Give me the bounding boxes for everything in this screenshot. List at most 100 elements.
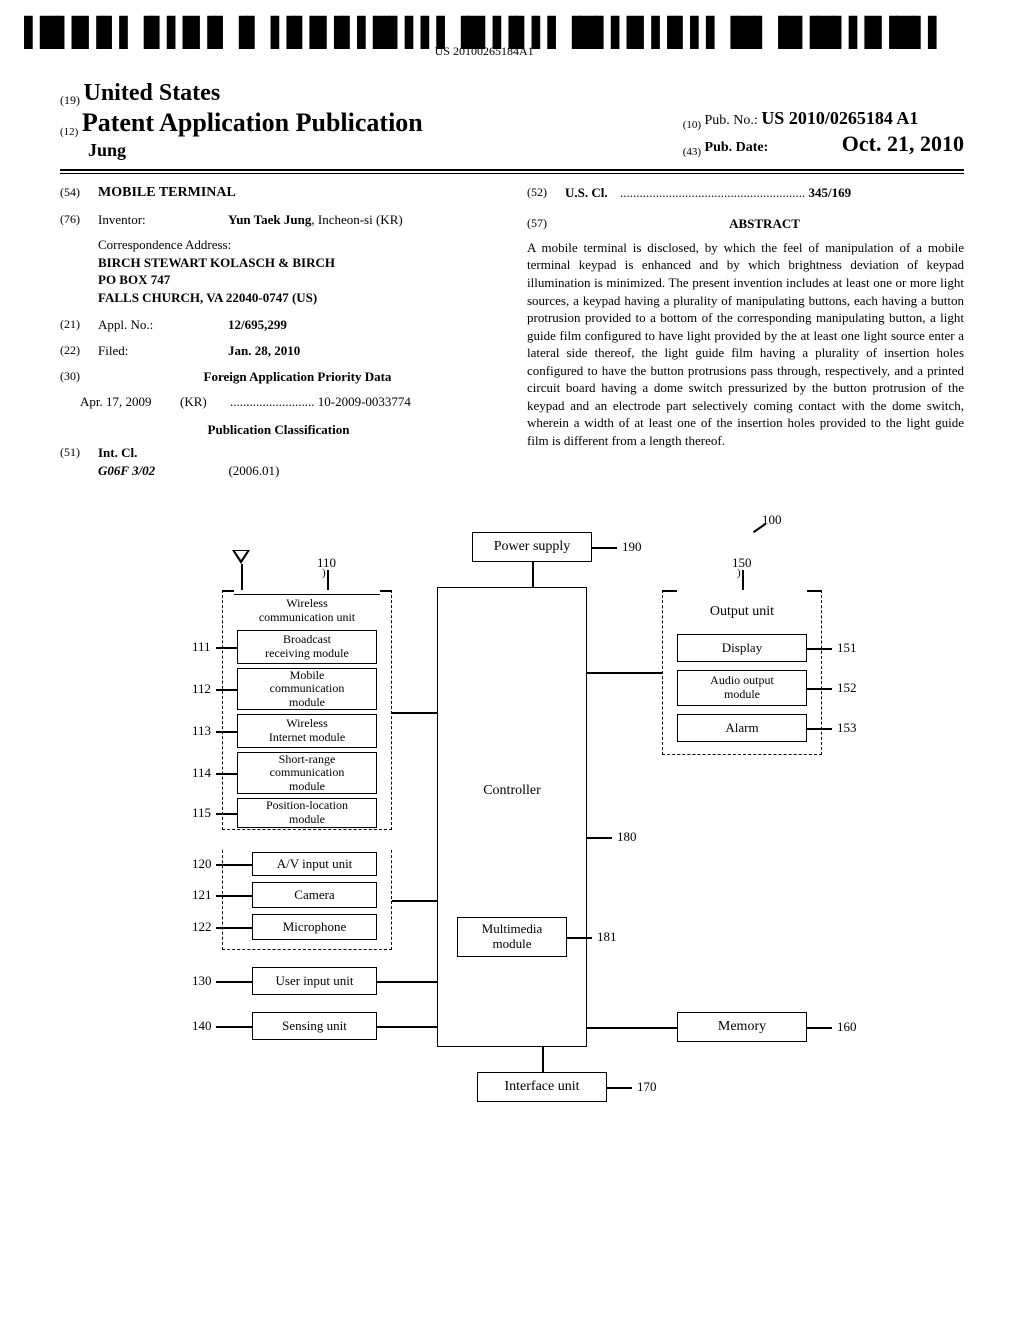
uscl-label: U.S. Cl. — [565, 184, 620, 202]
multimedia-box: Multimedia module — [457, 917, 567, 957]
barcode-graphic: ▌█▌█▐▌▌▐▌▌█▐▌▐▌▐▐▌█▐▌▌█▌▌▌▌▐█▐▐▌▌▌▐█▌▌█▐… — [24, 25, 944, 42]
broadcast-box: Broadcast receiving module — [237, 630, 377, 664]
controller-label: Controller — [438, 783, 586, 799]
multimedia-label: Multimedia module — [482, 922, 543, 952]
pub-type-code: (12) — [60, 126, 78, 138]
ref-110: 110 — [317, 555, 336, 571]
inventor-surname: Jung — [88, 140, 423, 161]
inventor-name: Yun Taek Jung — [228, 212, 311, 227]
ref-140: 140 — [192, 1018, 212, 1034]
correspondence-label: Correspondence Address: — [98, 236, 497, 254]
short-range-label: Short-range communication module — [270, 753, 345, 794]
wireless-unit-label-box: Wireless communication unit — [234, 594, 380, 626]
right-column: (52) U.S. Cl. ..........................… — [527, 184, 964, 487]
filed-date: Jan. 28, 2010 — [228, 342, 497, 360]
wireless-internet-label: Wireless Internet module — [269, 717, 345, 745]
header: (19) United States (12) Patent Applicati… — [60, 80, 964, 161]
abstract-text: A mobile terminal is disclosed, by which… — [527, 239, 964, 450]
ref-115: 115 — [192, 805, 211, 821]
appl-code: (21) — [60, 316, 98, 334]
audio-output-label: Audio output module — [710, 674, 774, 702]
filed-code: (22) — [60, 342, 98, 360]
inventor-name-block: Yun Taek Jung, Incheon-si (KR) — [228, 211, 403, 229]
output-unit-label-box: Output unit — [677, 597, 807, 627]
mobile-comm-box: Mobile communication module — [237, 668, 377, 710]
sensing-box: Sensing unit — [252, 1012, 377, 1040]
short-range-box: Short-range communication module — [237, 752, 377, 794]
interface-box: Interface unit — [477, 1072, 607, 1102]
ref-113: 113 — [192, 723, 211, 739]
uscl-value: 345/169 — [809, 185, 852, 200]
pub-no-label: Pub. No.: — [705, 113, 758, 128]
display-label: Display — [722, 641, 762, 656]
camera-label: Camera — [294, 888, 334, 903]
ref-111: 111 — [192, 639, 211, 655]
user-input-label: User input unit — [276, 974, 354, 989]
appl-label: Appl. No.: — [98, 316, 228, 334]
broadcast-label: Broadcast receiving module — [265, 633, 349, 661]
ref-112: 112 — [192, 681, 211, 697]
camera-box: Camera — [252, 882, 377, 908]
ref-153: 153 — [837, 720, 857, 736]
display-box: Display — [677, 634, 807, 662]
position-location-box: Position-location module — [237, 798, 377, 828]
ref-190: 190 — [622, 539, 642, 555]
interface-label: Interface unit — [504, 1079, 579, 1095]
ref-150: 150 — [732, 555, 752, 571]
ref-152: 152 — [837, 680, 857, 696]
microphone-box: Microphone — [252, 914, 377, 940]
foreign-country: (KR) — [180, 393, 230, 411]
ref-181: 181 — [597, 929, 617, 945]
microphone-label: Microphone — [283, 920, 347, 935]
ref-100: 100 — [762, 512, 782, 528]
left-column: (54) MOBILE TERMINAL (76) Inventor: Yun … — [60, 184, 497, 487]
line-ps-190 — [592, 547, 617, 549]
ref-130: 130 — [192, 973, 212, 989]
intcl-class: G06F 3/02 — [98, 463, 155, 478]
correspondence-block: Correspondence Address: BIRCH STEWART KO… — [98, 236, 497, 306]
ref-180: 180 — [617, 829, 637, 845]
invention-title: MOBILE TERMINAL — [98, 184, 236, 203]
uscl-code: (52) — [527, 184, 565, 202]
ref-114: 114 — [192, 765, 211, 781]
ref-170: 170 — [637, 1079, 657, 1095]
publication-date: Oct. 21, 2010 — [842, 131, 964, 156]
pub-classification-label: Publication Classification — [60, 421, 497, 439]
intcl-label: Int. Cl. — [98, 444, 279, 462]
alarm-label: Alarm — [725, 721, 758, 736]
power-supply-box: Power supply — [472, 532, 592, 562]
intcl-code: (51) — [60, 444, 98, 479]
country: United States — [84, 80, 221, 106]
line-ps-controller — [532, 562, 534, 587]
abstract-label: ABSTRACT — [565, 215, 964, 233]
publication-number: US 2010/0265184 A1 — [761, 108, 918, 128]
filed-label: Filed: — [98, 342, 228, 360]
ref-151: 151 — [837, 640, 857, 656]
intcl-date: (2006.01) — [228, 463, 279, 478]
wireless-internet-box: Wireless Internet module — [237, 714, 377, 748]
output-unit-label: Output unit — [710, 604, 774, 620]
application-number: 12/695,299 — [228, 316, 497, 334]
alarm-box: Alarm — [677, 714, 807, 742]
correspondence-line2: PO BOX 747 — [98, 271, 497, 289]
inventor-code: (76) — [60, 211, 98, 229]
pub-date-label: Pub. Date: — [705, 140, 769, 155]
av-input-box: A/V input unit — [252, 852, 377, 876]
mobile-comm-label: Mobile communication module — [270, 669, 345, 710]
wireless-unit-label: Wireless communication unit — [259, 597, 355, 625]
position-location-label: Position-location module — [266, 799, 348, 827]
header-rule-thick — [60, 169, 964, 171]
ref-122: 122 — [192, 919, 212, 935]
wireless-unit-dashed — [222, 590, 392, 830]
publication-type: Patent Application Publication — [82, 108, 423, 137]
ref-121: 121 — [192, 887, 212, 903]
antenna-icon-inner — [235, 551, 247, 560]
biblio-columns: (54) MOBILE TERMINAL (76) Inventor: Yun … — [60, 184, 964, 487]
inventor-location: , Incheon-si (KR) — [311, 212, 402, 227]
country-field-code: (19) — [60, 93, 80, 107]
title-code: (54) — [60, 184, 98, 203]
audio-output-box: Audio output module — [677, 670, 807, 706]
user-input-box: User input unit — [252, 967, 377, 995]
controller-box: Controller — [437, 587, 587, 1047]
memory-box: Memory — [677, 1012, 807, 1042]
